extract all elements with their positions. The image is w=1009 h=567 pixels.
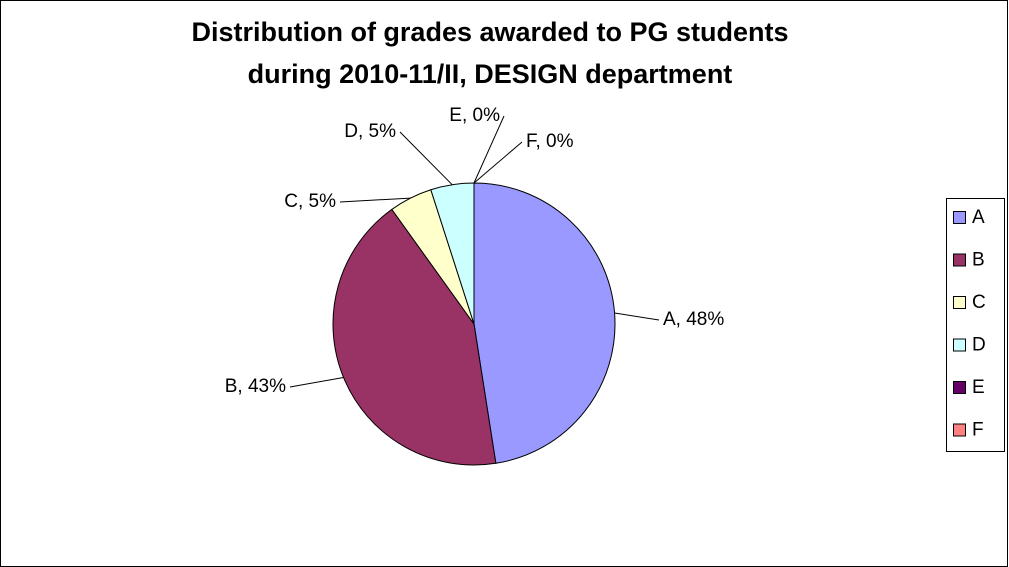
data-label: E, 0% [449, 105, 500, 126]
legend-swatch [953, 423, 966, 437]
legend-label: F [972, 420, 984, 441]
leader-line [473, 141, 523, 184]
legend-swatch [953, 296, 966, 309]
legend-swatch [953, 381, 966, 394]
legend-label: A [972, 207, 985, 228]
pie-slice [473, 182, 616, 464]
pie-slice [332, 208, 497, 466]
legend-swatch [953, 338, 966, 352]
chart-title: Distribution of grades awarded to PG stu… [191, 17, 788, 47]
data-label: F, 0% [526, 131, 574, 152]
legend-label: C [972, 292, 986, 313]
chart-title: during 2010-11/II, DESIGN department [248, 59, 733, 89]
data-label: D, 5% [344, 121, 396, 142]
data-label: A, 48% [663, 309, 724, 330]
legend-label: D [972, 335, 986, 356]
leader-line [339, 197, 411, 203]
legend-swatch [953, 211, 966, 224]
legend-swatch [953, 253, 966, 267]
legend-box [946, 198, 1005, 452]
leader-line [399, 131, 453, 186]
leader-line [473, 115, 505, 184]
data-label: C, 5% [284, 191, 336, 212]
leader-line [289, 376, 344, 388]
data-label: B, 43% [225, 376, 286, 397]
leader-line [614, 312, 660, 321]
legend-label: B [972, 250, 985, 271]
legend-label: E [972, 377, 985, 398]
